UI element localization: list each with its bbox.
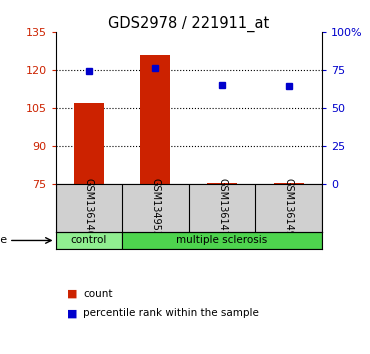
Title: GDS2978 / 221911_at: GDS2978 / 221911_at	[108, 16, 269, 32]
Text: GSM136140: GSM136140	[84, 178, 94, 237]
Text: disease state: disease state	[0, 235, 7, 245]
Text: GSM136149: GSM136149	[283, 178, 294, 237]
Text: ■: ■	[67, 289, 77, 299]
Text: GSM136147: GSM136147	[217, 178, 227, 237]
Text: control: control	[71, 235, 107, 245]
Bar	[56, 232, 122, 249]
Bar	[141, 55, 170, 184]
Bar	[273, 183, 303, 184]
Text: multiple sclerosis: multiple sclerosis	[176, 235, 268, 245]
Text: GSM134953: GSM134953	[150, 178, 161, 237]
Bar	[122, 232, 322, 249]
Bar	[207, 183, 237, 184]
Text: count: count	[83, 289, 113, 299]
Text: ■: ■	[67, 308, 77, 318]
Bar	[74, 103, 104, 184]
Text: percentile rank within the sample: percentile rank within the sample	[83, 308, 259, 318]
